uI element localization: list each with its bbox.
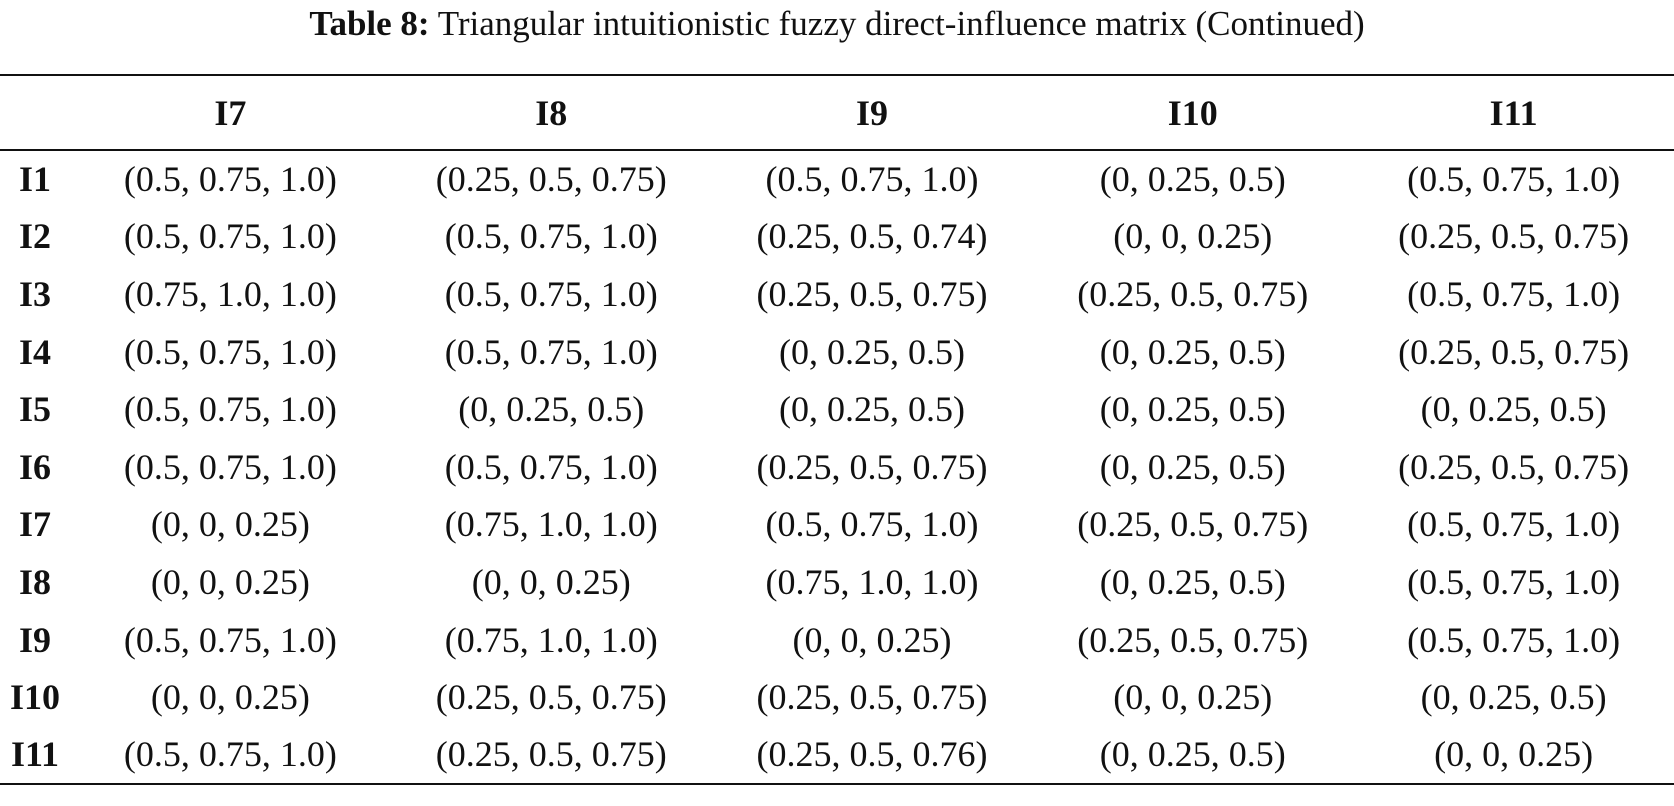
row-header: I1	[18, 159, 51, 200]
table-cell: (0.25, 0.5, 0.75)	[756, 446, 988, 487]
table-cell: (0.5, 0.75, 1.0)	[1407, 504, 1621, 545]
column-header-i9: I9	[711, 74, 1033, 151]
table-cell: (0.5, 0.75, 1.0)	[765, 504, 979, 545]
table-cell: (0.25, 0.5, 0.76)	[711, 725, 1033, 785]
table-cell: (0.5, 0.75, 1.0)	[444, 216, 658, 257]
table-cell: (0, 0, 0.25)	[150, 561, 310, 602]
table-cell: (0.75, 1.0, 1.0)	[444, 619, 658, 660]
column-header-i11: I11	[1353, 74, 1674, 151]
column-header-i10: I10	[1032, 74, 1354, 151]
table-cell: (0.5, 0.75, 1.0)	[123, 619, 337, 660]
table-cell: (0.25, 0.5, 0.75)	[1077, 273, 1309, 314]
table-cell: (0.5, 0.75, 1.0)	[1407, 619, 1621, 660]
table-cell: (0.5, 0.75, 1.0)	[123, 446, 337, 487]
table-cell: (0.75, 1.0, 1.0)	[123, 273, 337, 314]
table-cell: (0.25, 0.5, 0.75)	[1398, 446, 1630, 487]
table-row: I9 (0.5, 0.75, 1.0) (0.75, 1.0, 1.0) (0, 0,…	[0, 611, 1674, 669]
table-cell: (0.5, 0.75, 1.0)	[123, 159, 337, 200]
table-cell: (0.25, 0.5, 0.75)	[1077, 619, 1309, 660]
table-cell: (0.25, 0.5, 0.74)	[756, 216, 988, 257]
row-header: I5	[18, 389, 51, 430]
table-cell: (0.5, 0.75, 1.0)	[1407, 561, 1621, 602]
table-cell: (0, 0.25, 0.5)	[1099, 389, 1286, 430]
row-header: I3	[18, 273, 51, 314]
table-cell: (0.5, 0.75, 1.0)	[70, 725, 391, 785]
column-header-i7: I7	[70, 74, 391, 151]
table-cell: (0.25, 0.5, 0.75)	[390, 725, 712, 785]
table-row: I3 (0.75, 1.0, 1.0) (0.5, 0.75, 1.0) (0.25,…	[0, 265, 1674, 323]
table-row: I5 (0.5, 0.75, 1.0) (0, 0.25, 0.5) (0, 0.25…	[0, 380, 1674, 438]
table-cell: (0.5, 0.75, 1.0)	[1407, 159, 1621, 200]
table-cell: (0.5, 0.75, 1.0)	[1407, 273, 1621, 314]
table-cell: (0, 0, 0.25)	[1353, 725, 1674, 785]
table-cell: (0, 0, 0.25)	[1113, 677, 1273, 718]
table-cell: (0, 0, 0.25)	[1113, 216, 1273, 257]
table-row: I4 (0.5, 0.75, 1.0) (0.5, 0.75, 1.0) (0, 0.…	[0, 323, 1674, 381]
table-row: I2 (0.5, 0.75, 1.0) (0.5, 0.75, 1.0) (0.25,…	[0, 208, 1674, 266]
table-cell: (0.25, 0.5, 0.75)	[756, 677, 988, 718]
row-header: I6	[18, 446, 51, 487]
row-header: I4	[18, 331, 51, 372]
table-cell: (0.5, 0.75, 1.0)	[123, 331, 337, 372]
table-cell: (0, 0, 0.25)	[792, 619, 952, 660]
table-caption-text: Triangular intuitionistic fuzzy direct-i…	[437, 4, 1365, 43]
column-header-i8: I8	[390, 74, 712, 151]
table-caption-label: Table 8:	[309, 4, 430, 43]
table-cell: (0.5, 0.75, 1.0)	[123, 389, 337, 430]
table-row: I1 (0.5, 0.75, 1.0) (0.25, 0.5, 0.75) (0.5,…	[0, 150, 1674, 208]
row-header: I8	[18, 561, 51, 602]
table-row: I7 (0, 0, 0.25) (0.75, 1.0, 1.0) (0.5, 0.75…	[0, 496, 1674, 554]
row-header: I9	[18, 619, 51, 660]
row-header: I7	[18, 504, 51, 545]
table-cell: (0, 0.25, 0.5)	[458, 389, 645, 430]
table-cell: (0.25, 0.5, 0.75)	[1398, 331, 1630, 372]
table-cell: (0.25, 0.5, 0.75)	[435, 677, 667, 718]
table-header-row: I7 I8 I9 I10 I11	[0, 74, 1674, 151]
table-cell: (0, 0.25, 0.5)	[1099, 446, 1286, 487]
table-cell: (0, 0.25, 0.5)	[1420, 389, 1607, 430]
table-row: I8 (0, 0, 0.25) (0, 0, 0.25) (0.75, 1.0, 1.…	[0, 553, 1674, 611]
table-cell: (0, 0.25, 0.5)	[779, 389, 965, 430]
table-cell: (0.25, 0.5, 0.75)	[435, 159, 667, 200]
table-cell: (0, 0.25, 0.5)	[1420, 677, 1607, 718]
row-header: I11	[0, 725, 70, 785]
row-header: I10	[9, 677, 60, 718]
table-cell: (0.75, 1.0, 1.0)	[444, 504, 658, 545]
table-cell: (0.75, 1.0, 1.0)	[765, 561, 979, 602]
table-cell: (0.5, 0.75, 1.0)	[444, 446, 658, 487]
fuzzy-matrix-table: I7 I8 I9 I10 I11 I1 (0.5, 0.75, 1.0) (0.25…	[0, 74, 1674, 785]
table-cell: (0.25, 0.5, 0.75)	[756, 273, 988, 314]
table-row: I10 (0, 0, 0.25) (0.25, 0.5, 0.75) (0.25, 0…	[0, 668, 1674, 726]
table-cell: (0.5, 0.75, 1.0)	[765, 159, 979, 200]
table-caption: Table 8: Triangular intuitionistic fuzzy…	[0, 2, 1674, 46]
table-cell: (0.25, 0.5, 0.75)	[1077, 504, 1309, 545]
table-cell: (0.5, 0.75, 1.0)	[123, 216, 337, 257]
table-cell: (0.5, 0.75, 1.0)	[444, 273, 658, 314]
table-cell: (0, 0.25, 0.5)	[1099, 159, 1286, 200]
table-row: I6 (0.5, 0.75, 1.0) (0.5, 0.75, 1.0) (0.25,…	[0, 438, 1674, 496]
table-cell: (0, 0.25, 0.5)	[1032, 725, 1354, 785]
table-cell: (0.5, 0.75, 1.0)	[444, 331, 658, 372]
table-cell: (0, 0, 0.25)	[150, 504, 310, 545]
table-cell: (0, 0.25, 0.5)	[1099, 561, 1286, 602]
table-cell: (0, 0.25, 0.5)	[779, 331, 965, 372]
table-cell: (0, 0, 0.25)	[150, 677, 310, 718]
table-row: I11 (0.5, 0.75, 1.0) (0.25, 0.5, 0.75) (0.2…	[0, 725, 1674, 785]
table-cell: (0, 0, 0.25)	[471, 561, 631, 602]
table-cell: (0.25, 0.5, 0.75)	[1398, 216, 1630, 257]
row-header: I2	[18, 216, 51, 257]
table-body: I1 (0.5, 0.75, 1.0) (0.25, 0.5, 0.75) (0.5,…	[0, 150, 1674, 785]
table-cell: (0, 0.25, 0.5)	[1099, 331, 1286, 372]
column-header-corner	[0, 74, 70, 151]
